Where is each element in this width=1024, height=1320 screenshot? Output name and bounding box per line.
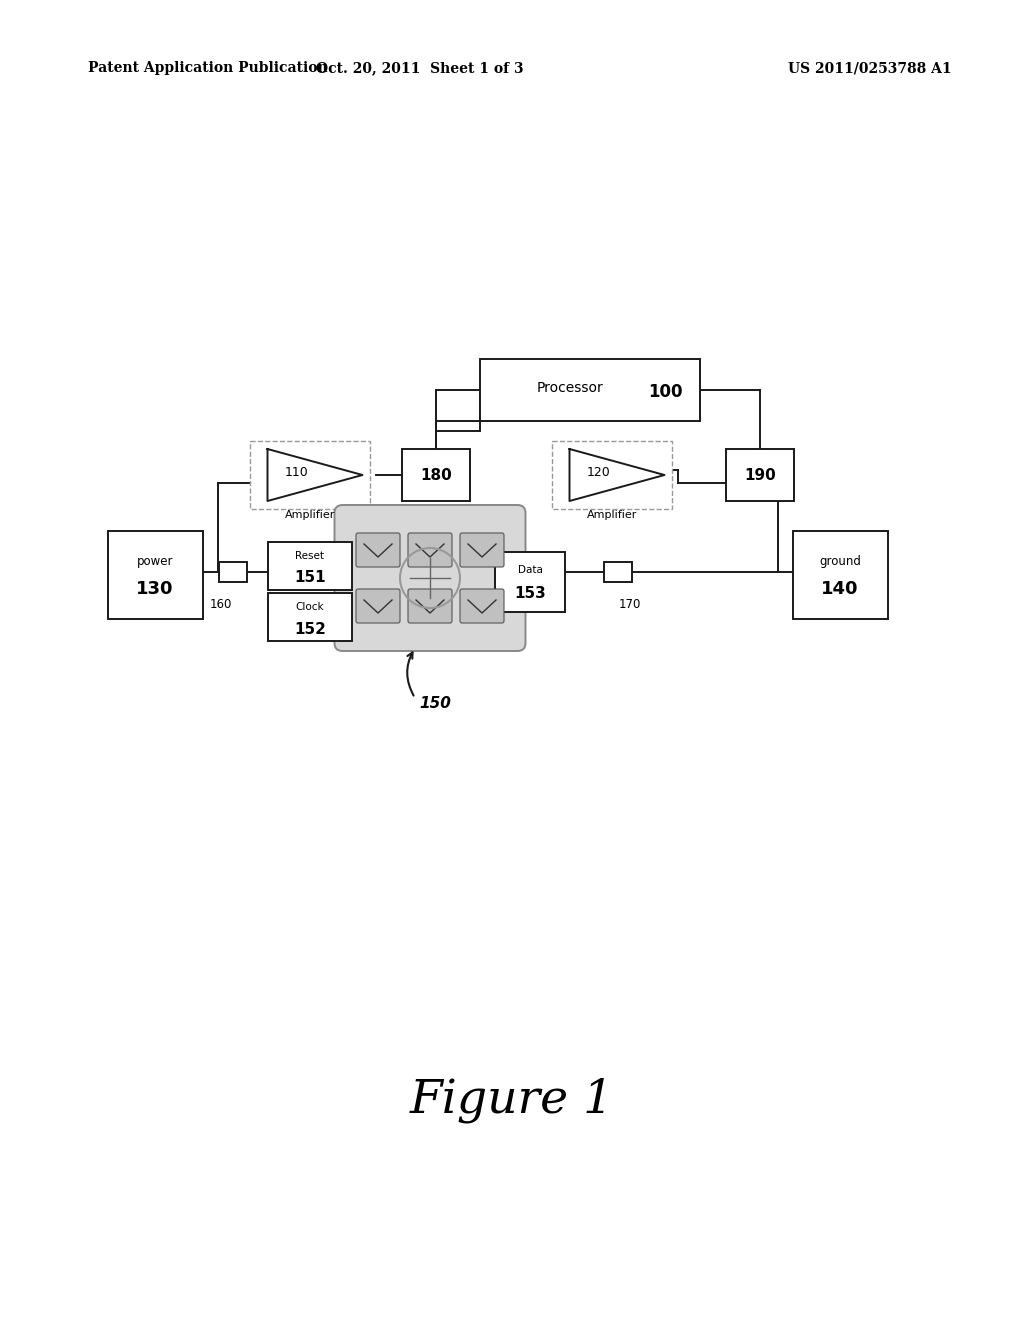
- FancyBboxPatch shape: [793, 531, 888, 619]
- FancyBboxPatch shape: [552, 441, 672, 510]
- FancyBboxPatch shape: [726, 449, 794, 502]
- Text: 152: 152: [294, 622, 326, 636]
- Text: Processor: Processor: [537, 381, 603, 395]
- Text: Amplifier: Amplifier: [587, 510, 637, 520]
- Text: Reset: Reset: [296, 550, 325, 561]
- FancyBboxPatch shape: [402, 449, 470, 502]
- Text: 190: 190: [744, 467, 776, 483]
- FancyBboxPatch shape: [250, 441, 370, 510]
- FancyBboxPatch shape: [219, 562, 247, 582]
- FancyBboxPatch shape: [480, 359, 700, 421]
- Text: ground: ground: [819, 554, 861, 568]
- Text: Data: Data: [517, 565, 543, 576]
- Text: Amplifier: Amplifier: [285, 510, 335, 520]
- Text: 120: 120: [587, 466, 611, 479]
- Text: power: power: [137, 554, 173, 568]
- Text: 180: 180: [420, 467, 452, 483]
- Text: Oct. 20, 2011  Sheet 1 of 3: Oct. 20, 2011 Sheet 1 of 3: [316, 61, 524, 75]
- Text: 140: 140: [821, 579, 859, 598]
- FancyBboxPatch shape: [604, 562, 632, 582]
- Text: 153: 153: [514, 586, 546, 602]
- FancyBboxPatch shape: [108, 531, 203, 619]
- FancyBboxPatch shape: [356, 533, 400, 568]
- FancyBboxPatch shape: [408, 589, 452, 623]
- Text: 130: 130: [136, 579, 174, 598]
- Text: 151: 151: [294, 570, 326, 586]
- Text: 170: 170: [618, 598, 641, 610]
- Text: 160: 160: [210, 598, 232, 610]
- Text: US 2011/0253788 A1: US 2011/0253788 A1: [788, 61, 952, 75]
- FancyBboxPatch shape: [495, 552, 565, 612]
- Text: Clock: Clock: [296, 602, 325, 612]
- FancyBboxPatch shape: [268, 543, 352, 590]
- Text: 100: 100: [648, 383, 682, 401]
- Text: Figure 1: Figure 1: [410, 1077, 614, 1123]
- FancyBboxPatch shape: [268, 593, 352, 642]
- Text: 150: 150: [419, 696, 451, 710]
- FancyBboxPatch shape: [356, 589, 400, 623]
- FancyBboxPatch shape: [335, 506, 525, 651]
- Text: 110: 110: [285, 466, 309, 479]
- Text: Patent Application Publication: Patent Application Publication: [88, 61, 328, 75]
- FancyBboxPatch shape: [460, 589, 504, 623]
- FancyBboxPatch shape: [408, 533, 452, 568]
- FancyBboxPatch shape: [460, 533, 504, 568]
